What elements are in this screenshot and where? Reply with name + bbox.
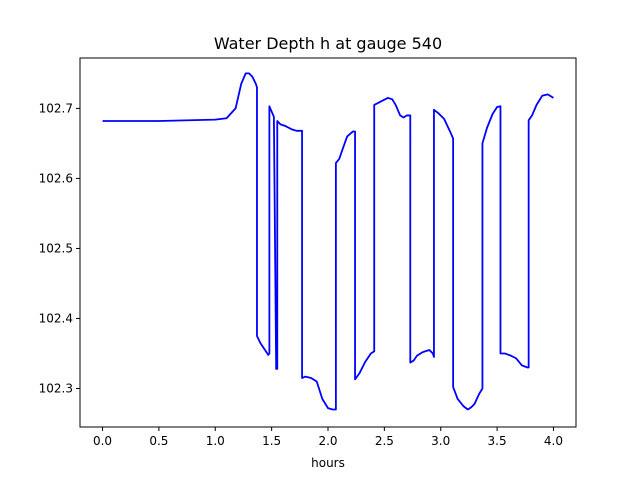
series-line: [102, 72, 554, 411]
x-tick-label: 3.0: [431, 434, 450, 448]
x-tick-label: 4.0: [544, 434, 563, 448]
y-tick-label: 102.6: [39, 171, 73, 185]
y-tick-label: 102.7: [39, 101, 73, 115]
x-tick-label: 1.5: [262, 434, 281, 448]
x-tick-label: 3.5: [488, 434, 507, 448]
y-axis-ticks: 102.3 102.4 102.5 102.6 102.7: [39, 101, 80, 395]
x-tick-label: 2.0: [318, 434, 337, 448]
axes-frame: [79, 57, 577, 428]
chart-title: Water Depth h at gauge 540: [214, 34, 442, 53]
x-tick-label: 1.0: [206, 434, 225, 448]
x-axis-ticks: 0.0 0.5 1.0 1.5 2.0 2.5 3.0 3.5 4.0: [93, 427, 563, 448]
plot-area: [79, 57, 577, 428]
x-tick-label: 0.0: [93, 434, 112, 448]
x-tick-label: 2.5: [375, 434, 394, 448]
y-tick-label: 102.5: [39, 241, 73, 255]
y-tick-label: 102.3: [39, 381, 73, 395]
y-tick-label: 102.4: [39, 311, 73, 325]
x-axis-label: hours: [311, 456, 345, 470]
x-tick-label: 0.5: [149, 434, 168, 448]
